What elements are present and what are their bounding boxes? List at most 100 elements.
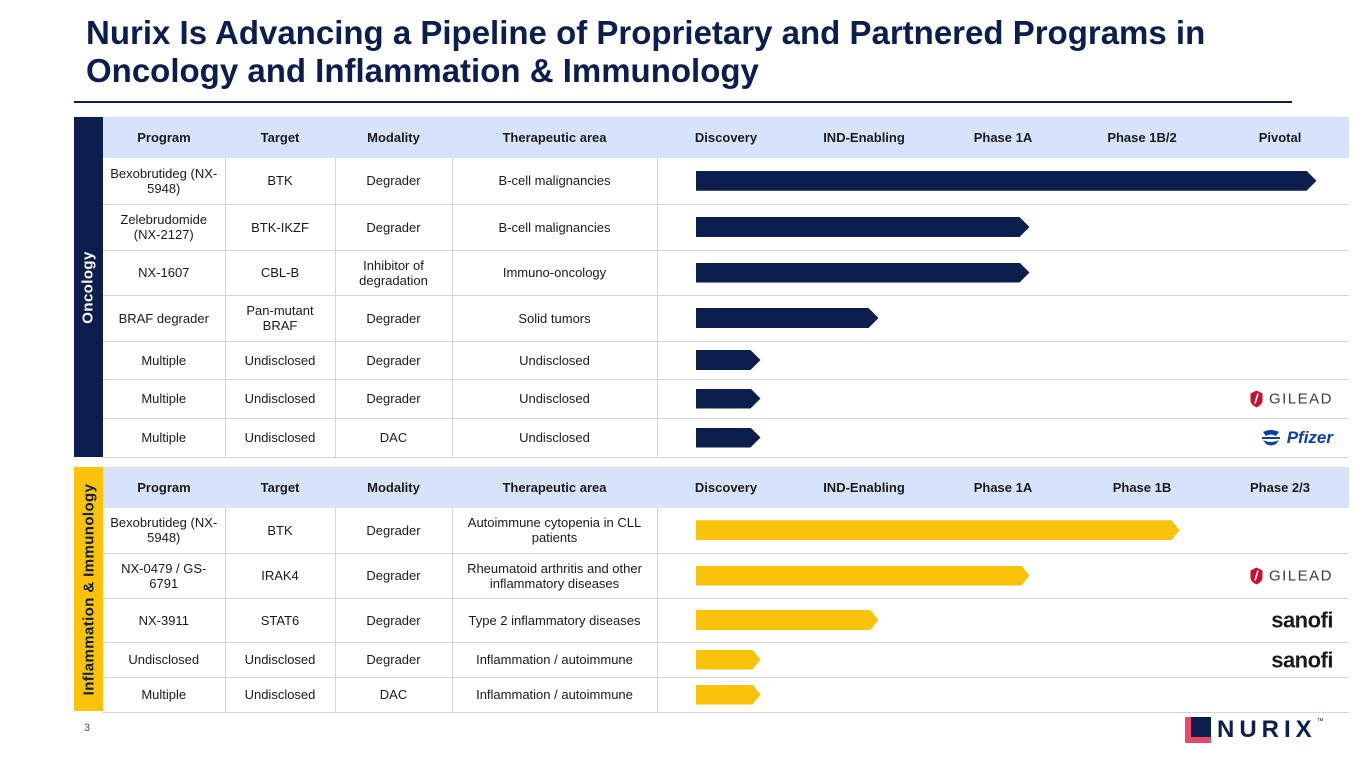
cell-target: Undisclosed [225, 341, 336, 380]
pipeline-row: NX-1607 CBL-B Inhibitor of degradation Immu… [103, 250, 1349, 296]
cell-area: B-cell malignancies [452, 158, 658, 205]
cell-program: Multiple [103, 677, 226, 713]
pipeline-row: Zelebrudomide (NX-2127) BTK-IKZF Degrader B… [103, 204, 1349, 251]
progress-cell [657, 677, 1349, 713]
pipeline-row: Multiple Undisclosed DAC Undisclosed Pfizer [103, 418, 1349, 458]
stage-progress-bar [696, 308, 879, 328]
stage-header-group: Discovery IND-Enabling Phase 1A Phase 1B/2 P… [657, 117, 1349, 158]
column-header: Modality [335, 117, 452, 158]
gilead-logo-icon [1250, 567, 1263, 584]
oncology-header-row: Program Target Modality Therapeutic area Dis… [103, 117, 1349, 158]
progress-cell: Pfizer [657, 418, 1349, 458]
cell-program: Undisclosed [103, 642, 226, 678]
column-header: Modality [335, 467, 452, 508]
stage-progress-bar [696, 217, 1030, 237]
oncology-pipeline-table: Program Target Modality Therapeutic area Dis… [103, 117, 1349, 458]
partner-logo-pfizer: Pfizer [1260, 428, 1333, 448]
cell-modality: DAC [335, 418, 453, 458]
progress-cell [657, 508, 1349, 554]
partner-logo-sanofi: sanofi [1271, 647, 1333, 672]
pipeline-row: Bexobrutideg (NX-5948) BTK Degrader B-cell … [103, 158, 1349, 205]
stage-headers: Discovery IND-Enabling Phase 1A Phase 1B/2 P… [657, 117, 1349, 158]
cell-modality: DAC [335, 677, 453, 713]
stage-header: Pivotal [1258, 130, 1302, 145]
stage-header: Phase 1B/2 [1107, 130, 1177, 145]
cell-modality: Degrader [335, 204, 453, 251]
nurix-logo-text: NURIX [1217, 716, 1317, 743]
stage-progress-bar [696, 685, 761, 705]
cell-modality: Degrader [335, 553, 453, 599]
pipeline-row: NX-3911 STAT6 Degrader Type 2 inflammatory … [103, 598, 1349, 643]
stage-header: Phase 1B [1112, 480, 1172, 495]
stage-progress-bar [696, 610, 879, 630]
sanofi-logo-icon: sanofi [1271, 607, 1333, 633]
cell-area: Type 2 inflammatory diseases [452, 598, 658, 643]
stage-progress-bar [696, 650, 761, 670]
column-header: Target [225, 117, 335, 158]
cell-target: Pan-mutant BRAF [225, 295, 336, 342]
pfizer-logo-icon [1261, 429, 1280, 445]
pipeline-row: Multiple Undisclosed Degrader Undisclosed [103, 341, 1349, 380]
cell-program: Multiple [103, 341, 226, 380]
stage-header: Phase 1A [973, 130, 1033, 145]
progress-cell: GILEAD [657, 379, 1349, 419]
stage-header: Discovery [694, 130, 758, 145]
cell-area: Rheumatoid arthritis and other inflammat… [452, 553, 658, 599]
gilead-logo-icon [1250, 390, 1263, 407]
cell-modality: Degrader [335, 642, 453, 678]
progress-cell: sanofi [657, 642, 1349, 678]
cell-program: NX-3911 [103, 598, 226, 643]
nurix-logo: NURIX ™ [1185, 716, 1324, 744]
cell-target: Undisclosed [225, 642, 336, 678]
gilead-logo-text: GILEAD [1268, 567, 1333, 584]
cell-area: Inflammation / autoimmune [452, 642, 658, 678]
progress-cell [657, 341, 1349, 380]
page-title: Nurix Is Advancing a Pipeline of Proprie… [86, 14, 1206, 89]
inflammation-header-row: Program Target Modality Therapeutic area Dis… [103, 467, 1349, 508]
pipeline-row: Undisclosed Undisclosed Degrader Inflammati… [103, 642, 1349, 678]
progress-cell: GILEAD [657, 553, 1349, 599]
stage-progress-bar [696, 171, 1317, 191]
cell-modality: Degrader [335, 295, 453, 342]
title-divider [74, 101, 1292, 103]
cell-program: Bexobrutideg (NX-5948) [103, 508, 226, 554]
sanofi-logo-icon: sanofi [1271, 647, 1333, 672]
pipeline-row: Multiple Undisclosed Degrader Undisclosed GI… [103, 379, 1349, 419]
cell-target: Undisclosed [225, 677, 336, 713]
stage-progress-bar [696, 520, 1180, 540]
progress-cell [657, 204, 1349, 251]
cell-modality: Degrader [335, 379, 453, 419]
stage-progress-bar [696, 389, 761, 409]
nurix-logo-mark-icon [1185, 717, 1211, 743]
stage-headers: Discovery IND-Enabling Phase 1A Phase 1B Pha… [657, 467, 1349, 508]
cell-program: BRAF degrader [103, 295, 226, 342]
stage-header: Phase 1A [973, 480, 1033, 495]
column-header: Therapeutic area [452, 117, 657, 158]
cell-target: BTK [225, 508, 336, 554]
cell-target: Undisclosed [225, 418, 336, 458]
cell-program: Zelebrudomide (NX-2127) [103, 204, 226, 251]
cell-area: Inflammation / autoimmune [452, 677, 658, 713]
pfizer-logo-text: Pfizer [1286, 428, 1333, 447]
cell-target: Undisclosed [225, 379, 336, 419]
stage-progress-bar [696, 350, 761, 370]
gilead-logo-text: GILEAD [1268, 390, 1333, 407]
stage-header: IND-Enabling [823, 480, 905, 495]
pipeline-row: Bexobrutideg (NX-5948) BTK Degrader Autoimm… [103, 508, 1349, 554]
stage-progress-bar [696, 263, 1030, 283]
cell-modality: Degrader [335, 158, 453, 205]
nurix-logo-tm: ™ [1316, 718, 1324, 725]
progress-cell: sanofi [657, 598, 1349, 643]
cell-target: BTK-IKZF [225, 204, 336, 251]
pipeline-row: BRAF degrader Pan-mutant BRAF Degrader Soli… [103, 295, 1349, 342]
cell-modality: Degrader [335, 508, 453, 554]
column-header: Program [103, 467, 225, 508]
column-header: Program [103, 117, 225, 158]
cell-area: Undisclosed [452, 418, 658, 458]
cell-area: Undisclosed [452, 341, 658, 380]
cell-target: CBL-B [225, 250, 336, 296]
cell-target: IRAK4 [225, 553, 336, 599]
cell-target: STAT6 [225, 598, 336, 643]
column-header: Target [225, 467, 335, 508]
inflammation-pipeline-table: Program Target Modality Therapeutic area Dis… [103, 467, 1349, 713]
